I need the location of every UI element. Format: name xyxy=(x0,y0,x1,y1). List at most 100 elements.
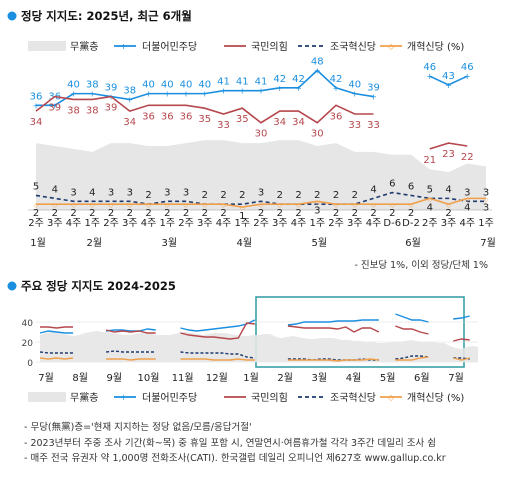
top-label-dem: 39 xyxy=(367,83,380,94)
top-label-ppp: 34 xyxy=(30,117,43,128)
top-point-reform: ◇ xyxy=(202,202,207,209)
top-x-label: 1주 xyxy=(84,218,100,229)
top-label-ppp: 22 xyxy=(461,152,474,163)
bottom-month-label: 12월 xyxy=(206,372,228,384)
top-point-reform: ◇ xyxy=(277,202,282,209)
top-label-reform: 2 xyxy=(352,208,358,219)
bottom-month-label: 2월 xyxy=(277,372,293,384)
top-label-ppp: 39 xyxy=(105,103,118,114)
top-month-label: 5월 xyxy=(311,237,327,249)
top-x-label: 4주 xyxy=(459,218,475,229)
bottom-highlight-box xyxy=(255,296,465,368)
top-label-rebuild: 2 xyxy=(333,190,339,201)
footnotes: - 무당(無黨)층='현재 지지하는 정당 없음/모름/응답거절' - 2023… xyxy=(24,420,524,467)
top-label-rebuild: 6 xyxy=(408,181,414,192)
top-label-rebuild: 3 xyxy=(164,187,170,198)
top-label-reform: 2 xyxy=(33,208,39,219)
top-label-rebuild: 3 xyxy=(70,187,76,198)
top-x-label: 2주 xyxy=(253,218,269,229)
top-label-rebuild: 4 xyxy=(370,184,376,195)
top-label-rebuild: 6 xyxy=(389,179,395,190)
top-point-reform: ◇ xyxy=(446,202,451,209)
top-x-label: 4주 xyxy=(216,218,232,229)
top-label-ppp: 34 xyxy=(273,117,286,128)
top-x-label: 1주 xyxy=(234,218,250,229)
legend-reform-label: 개혁신당 (%) xyxy=(407,41,464,53)
top-label-reform: 2 xyxy=(277,208,283,219)
top-point-reform: ◇ xyxy=(221,202,226,209)
top-label-ppp: 30 xyxy=(311,129,324,140)
top-point-dem: + xyxy=(220,87,227,96)
top-label-reform: 2 xyxy=(389,208,395,219)
top-line-reform xyxy=(36,197,486,208)
bottom-y-tick: 40 xyxy=(22,319,34,329)
top-label-ppp: 21 xyxy=(423,155,436,166)
top-label-dem: 43 xyxy=(442,71,455,82)
legend-dem-label: 더불어민주당 xyxy=(142,41,197,53)
top-point-dem: + xyxy=(351,90,358,99)
top-point-dem: + xyxy=(89,90,96,99)
top-point-dem: + xyxy=(183,90,190,99)
top-label-ppp: 36 xyxy=(180,111,193,122)
bottom-line-rebuild xyxy=(39,350,470,361)
bottom-month-label: 7월 xyxy=(38,372,54,384)
bottom-line-reform xyxy=(39,356,470,362)
bottom-month-label: 8월 xyxy=(72,372,88,384)
top-x-label: 2주 xyxy=(28,218,44,229)
bottom-month-label: 3월 xyxy=(312,372,328,384)
top-label-ppp: 36 xyxy=(330,111,343,122)
top-label-reform: 2 xyxy=(183,208,189,219)
top-month-label: 7월 xyxy=(480,237,496,249)
top-x-label: 1주 xyxy=(159,218,175,229)
top-label-reform: 4 xyxy=(427,202,433,213)
top-label-dem: 40 xyxy=(142,80,155,91)
top-x-label: D-2 xyxy=(402,218,420,229)
top-label-ppp: 34 xyxy=(292,117,305,128)
top-label-ppp: 33 xyxy=(348,120,361,131)
top-point-dem: + xyxy=(145,90,152,99)
top-label-dem: 36 xyxy=(30,91,43,102)
top-label-ppp: 35 xyxy=(198,114,211,125)
top-label-dem: 41 xyxy=(236,77,249,88)
bottom-month-label: 7월 xyxy=(448,372,464,384)
top-point-reform: ◇ xyxy=(352,202,357,209)
top-point-dem: + xyxy=(239,87,246,96)
legend-ppp-label: 국민의힘 xyxy=(251,41,288,53)
top-label-dem: 46 xyxy=(461,62,474,73)
top-label-reform: 4 xyxy=(464,202,470,213)
top-label-rebuild: 3 xyxy=(108,187,114,198)
bottom-month-label: 10월 xyxy=(138,372,160,384)
top-point-dem: + xyxy=(201,90,208,99)
top-label-dem: 39 xyxy=(105,83,118,94)
top-x-label: 2주 xyxy=(328,218,344,229)
top-label-reform: 2 xyxy=(52,208,58,219)
top-month-label: 4월 xyxy=(236,237,252,249)
bottom-month-label: 4월 xyxy=(346,372,362,384)
top-x-label: 2주 xyxy=(178,218,194,229)
top-label-dem: 40 xyxy=(198,80,211,91)
top-point-dem: + xyxy=(314,66,321,75)
top-point-reform: ◇ xyxy=(165,202,170,209)
bottom-month-label: 5월 xyxy=(380,372,396,384)
bottom-y-tick: 0 xyxy=(27,359,33,369)
top-point-reform: ◇ xyxy=(90,202,95,209)
legend-none-label: 무黨층 xyxy=(70,391,98,404)
top-point-reform: ◇ xyxy=(259,202,264,209)
top-x-label: 3주 xyxy=(197,218,213,229)
top-label-dem: 42 xyxy=(330,74,343,85)
legend-dem-label: 더불어민주당 xyxy=(142,392,197,404)
legend-none-swatch xyxy=(28,41,66,51)
top-x-label: 1주 xyxy=(478,218,494,229)
top-label-dem: 46 xyxy=(423,62,436,73)
top-point-dem: + xyxy=(276,84,283,93)
top-point-dem: + xyxy=(445,81,452,90)
top-point-reform: ◇ xyxy=(315,199,320,206)
title-dot-icon xyxy=(7,11,17,21)
legend-none-label: 무黨층 xyxy=(70,40,98,53)
top-label-reform: 3 xyxy=(314,205,320,216)
top-line-rebuild xyxy=(35,191,486,205)
top-point-dem: + xyxy=(464,72,471,81)
top-label-reform: 2 xyxy=(89,208,95,219)
top-point-reform: ◇ xyxy=(52,202,57,209)
top-label-rebuild: 2 xyxy=(277,190,283,201)
